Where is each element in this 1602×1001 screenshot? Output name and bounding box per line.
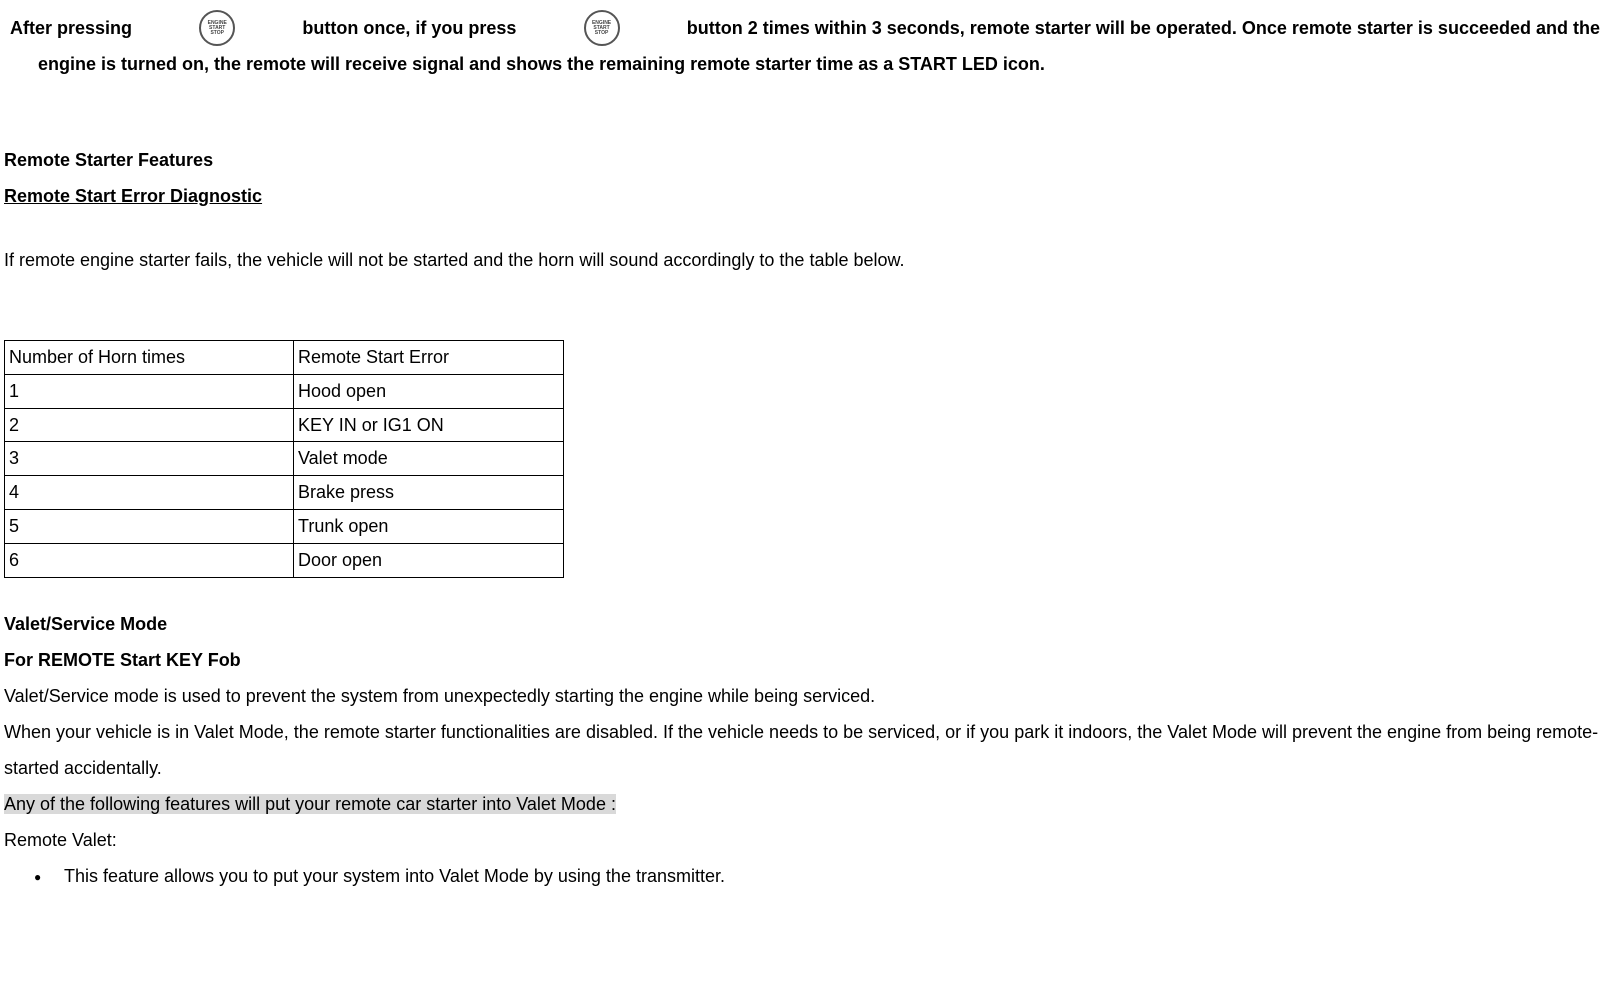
intro-text-3: button 2 times within 3 seconds, remote … (687, 10, 1600, 46)
table-row: 5 Trunk open (5, 509, 564, 543)
table-row: 3 Valet mode (5, 442, 564, 476)
table-row: 6 Door open (5, 543, 564, 577)
intro-line-1: After pressing ENGINE START STOP button … (10, 10, 1600, 46)
col-header-horn: Number of Horn times (5, 341, 294, 375)
valet-paragraph-2: When your vehicle is in Valet Mode, the … (4, 714, 1602, 786)
table-row: 1 Hood open (5, 374, 564, 408)
diagnostic-text: If remote engine starter fails, the vehi… (4, 242, 1602, 278)
valet-highlight-text: Any of the following features will put y… (4, 794, 616, 814)
valet-paragraph-1: Valet/Service mode is used to prevent th… (4, 678, 1602, 714)
valet-highlight-line: Any of the following features will put y… (4, 786, 1602, 822)
table-header-row: Number of Horn times Remote Start Error (5, 341, 564, 375)
error-diagnostic-table: Number of Horn times Remote Start Error … (4, 340, 564, 578)
table-row: 2 KEY IN or IG1 ON (5, 408, 564, 442)
features-heading: Remote Starter Features (4, 142, 1602, 178)
list-item: This feature allows you to put your syst… (64, 858, 1602, 894)
engine-start-stop-icon: ENGINE START STOP (584, 10, 620, 46)
valet-heading: Valet/Service Mode (4, 606, 1602, 642)
col-header-error: Remote Start Error (294, 341, 564, 375)
intro-text-2: button once, if you press (302, 10, 516, 46)
diagnostic-heading: Remote Start Error Diagnostic (4, 178, 1602, 214)
intro-line-2: engine is turned on, the remote will rec… (10, 46, 1600, 82)
intro-paragraph: After pressing ENGINE START STOP button … (4, 10, 1602, 82)
valet-bullet-list: This feature allows you to put your syst… (4, 858, 1602, 894)
intro-text-1: After pressing (10, 10, 132, 46)
remote-valet-label: Remote Valet: (4, 822, 1602, 858)
valet-subheading: For REMOTE Start KEY Fob (4, 642, 1602, 678)
table-row: 4 Brake press (5, 476, 564, 510)
engine-start-stop-icon: ENGINE START STOP (199, 10, 235, 46)
